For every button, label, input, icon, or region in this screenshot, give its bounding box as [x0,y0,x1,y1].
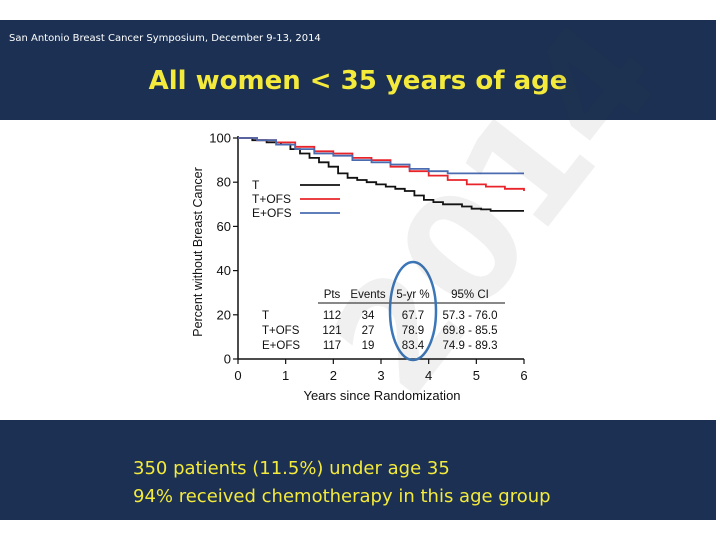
x-tick-label: 0 [234,368,241,383]
table-cell: 27 [362,325,375,337]
x-tick-label: 2 [330,368,337,383]
table-cell: 57.3 - 76.0 [443,310,498,322]
x-axis-label: Years since Randomization [303,388,460,403]
series-line-t [238,137,524,212]
footer-patients-line: 350 patients (11.5%) under age 35 [133,458,450,479]
y-tick-label: 60 [217,219,231,234]
x-tick-label: 5 [473,368,480,383]
table-header-cell: Pts [324,289,341,301]
table-cell: 67.7 [402,310,424,322]
table-cell: 78.9 [402,325,424,337]
table-cell: 112 [323,310,341,322]
table-cell: 19 [362,340,375,352]
slide-title: All women < 35 years of age [148,66,568,96]
y-axis-label: Percent without Breast Cancer [191,167,205,337]
footer-chemo-line: 94% received chemotherapy in this age gr… [133,486,551,507]
highlight-oval [388,260,438,362]
y-tick-label: 20 [217,307,231,322]
table-cell: 83.4 [402,340,425,352]
table-cell: 117 [323,340,341,352]
header-band: San Antonio Breast Cancer Symposium, Dec… [0,20,716,120]
table-cell: T+OFS [262,325,300,337]
table-cell: 34 [362,310,375,322]
footer-band: 350 patients (11.5%) under age 35 94% re… [0,420,716,520]
conference-label: San Antonio Breast Cancer Symposium, Dec… [9,33,321,44]
table-cell: 69.8 - 85.5 [443,325,498,337]
y-tick-label: 100 [209,131,231,146]
table-cell: 121 [322,325,341,337]
y-tick-label: 40 [217,263,231,278]
y-tick-label: 80 [217,175,231,190]
results-table: Pts Events 5-yr % 95% CI T 112 34 67.7 57.3 - 76… [262,260,505,362]
x-tick-label: 3 [377,368,384,383]
series-line-e-ofs [238,137,524,175]
table-cell: T [262,310,269,322]
series-layer [238,137,525,212]
x-tick-label: 1 [282,368,289,383]
series-line-t-ofs [238,137,525,191]
x-tick-label: 4 [425,368,432,383]
legend-label: E+OFS [252,206,292,220]
table-header-cell: Events [350,289,385,301]
x-tick-label: 6 [520,368,527,383]
table-header-cell: 95% CI [451,289,489,301]
table-header-cell: 5-yr % [396,289,429,301]
y-tick-label: 0 [224,352,231,367]
table-cell: 74.9 - 89.3 [443,340,498,352]
table-cell: E+OFS [262,340,300,352]
legend-label: T [252,178,260,192]
legend-label: T+OFS [252,192,291,206]
